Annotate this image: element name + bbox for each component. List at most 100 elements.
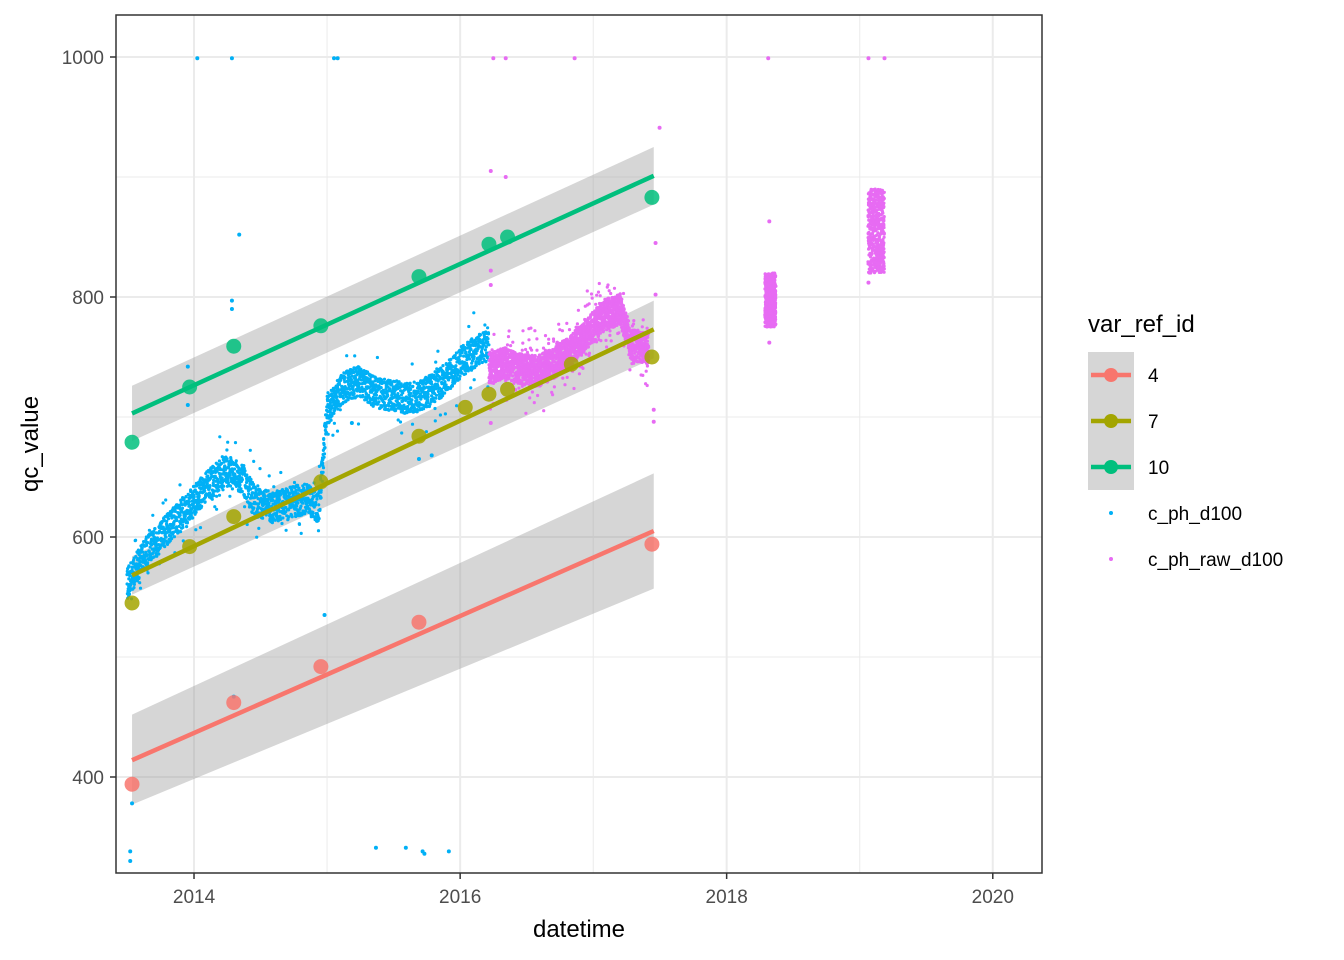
c_ph_raw_d100-point [599, 339, 603, 343]
c_ph_d100-point [179, 499, 183, 503]
c_ph_d100-point [457, 377, 462, 381]
c_ph_d100-point [319, 488, 323, 492]
c_ph_d100-point [172, 522, 176, 527]
c_ph_raw_d100-point [608, 329, 612, 333]
c_ph_d100-point [225, 448, 229, 452]
c_ph_d100-point [474, 363, 478, 368]
c_ph_d100-point [339, 378, 343, 382]
c_ph_raw_d100-point [563, 383, 567, 387]
c_ph_d100-point [396, 392, 400, 396]
c_ph_d100-point [287, 515, 291, 519]
c_ph_raw_d100-point [536, 393, 540, 398]
c_ph_raw_d100-point [598, 331, 603, 335]
c_ph_d100-point [297, 522, 302, 527]
c_ph_d100-point [296, 501, 300, 505]
c_ph_d100-point [242, 493, 246, 497]
c_ph_d100-point [248, 448, 252, 452]
c_ph_d100-outlier [322, 613, 327, 617]
c_ph_d100-point [398, 420, 403, 424]
c_ph_d100-point [138, 581, 142, 585]
c_ph_d100-point [203, 489, 207, 493]
c_ph_d100-point [280, 521, 284, 526]
c_ph_raw_d100-point [609, 291, 613, 296]
c_ph_d100-point [410, 398, 414, 402]
c_ph_d100-point [398, 396, 402, 400]
c_ph_raw_d100-point [606, 283, 610, 287]
c_ph_raw_d100-point [620, 297, 624, 301]
c_ph_d100-point [170, 536, 174, 541]
c_ph_raw_d100-point [567, 328, 572, 332]
c_ph_d100-point [486, 337, 490, 341]
c_ph_d100-point [335, 395, 339, 399]
c_ph_raw_d100-point [624, 311, 628, 315]
c_ph_d100-point [185, 521, 189, 525]
c_ph_d100-point [238, 483, 242, 487]
c_ph_d100-point [434, 360, 438, 364]
c_ph_d100-point [416, 389, 420, 393]
c_ph_raw_d100-point [551, 393, 555, 397]
c_ph_raw_d100-point [621, 291, 626, 296]
c_ph_d100-point [255, 535, 259, 539]
plot-area [124, 56, 887, 863]
c_ph_d100-point [181, 523, 185, 527]
c_ph_d100-point [382, 401, 386, 405]
c_ph_raw_d100-point [524, 347, 528, 352]
c_ph_d100-point [144, 550, 148, 555]
c_ph_d100-point [146, 571, 150, 575]
c_ph_d100-point [187, 500, 191, 504]
c_ph_d100-point [256, 484, 260, 488]
c_ph_d100-point [358, 382, 362, 386]
ribbon-4 [132, 473, 654, 805]
c_ph_raw_d100-point [565, 375, 569, 379]
c_ph_d100-point [239, 487, 243, 491]
c_ph_d100-point [374, 393, 378, 397]
c_ph_raw_d100-point [576, 308, 581, 312]
c_ph_d100-point [197, 494, 201, 498]
c_ph_d100-point [326, 391, 330, 395]
c_ph_d100-point [161, 501, 165, 505]
c_ph_d100-point [151, 513, 155, 517]
c_ph_d100-point [279, 470, 283, 475]
c_ph_d100-point [155, 554, 159, 558]
c_ph_raw_d100-point [589, 292, 594, 296]
c_ph_d100-point [311, 511, 315, 515]
c_ph_raw_d100-point [521, 341, 525, 345]
c_ph_d100-point [266, 489, 270, 493]
c_ph_d100-point [194, 510, 198, 514]
c_ph_d100-point [284, 510, 288, 514]
c_ph_d100-point [468, 357, 472, 361]
c_ph_d100-point [472, 378, 476, 382]
c_ph_raw_d100-point [492, 332, 496, 336]
c_ph_d100-point [181, 525, 185, 530]
c_ph_raw_d100-point [584, 352, 588, 356]
c_ph_raw_d100-point [597, 334, 601, 338]
c_ph_raw_d100-point [597, 281, 601, 286]
c_ph_d100-outlier [229, 307, 234, 311]
c_ph_d100-point [180, 503, 184, 507]
c_ph_d100-point [317, 464, 321, 468]
c_ph_d100-point [157, 552, 161, 556]
c_ph_d100-point [172, 535, 176, 539]
c_ph_raw_d100-point [604, 338, 608, 342]
c_ph_d100-point [189, 489, 193, 494]
c_ph_d100-point [305, 501, 309, 505]
c_ph_d100-point [146, 561, 150, 565]
c_ph_raw_d100-point [547, 341, 551, 346]
c_ph_d100-point [178, 513, 182, 517]
c_ph_raw_d100-point [533, 354, 537, 358]
c_ph_d100-point [180, 506, 185, 510]
c_ph_d100-point [272, 485, 276, 489]
c_ph_d100-point [234, 459, 238, 463]
c_ph_d100-point [233, 472, 237, 476]
c_ph_d100-point [458, 354, 462, 358]
c_ph_d100-point [147, 528, 151, 532]
c_ph_raw_d100-point [631, 322, 636, 326]
c_ph_raw_d100-point [524, 411, 528, 415]
c_ph_d100-point [291, 503, 295, 507]
c_ph_d100-point [322, 452, 327, 456]
c_ph_d100-point [247, 485, 251, 489]
c_ph_raw_d100-point [530, 376, 534, 380]
c_ph_d100-point [321, 470, 325, 474]
c_ph_d100-point [410, 422, 415, 426]
